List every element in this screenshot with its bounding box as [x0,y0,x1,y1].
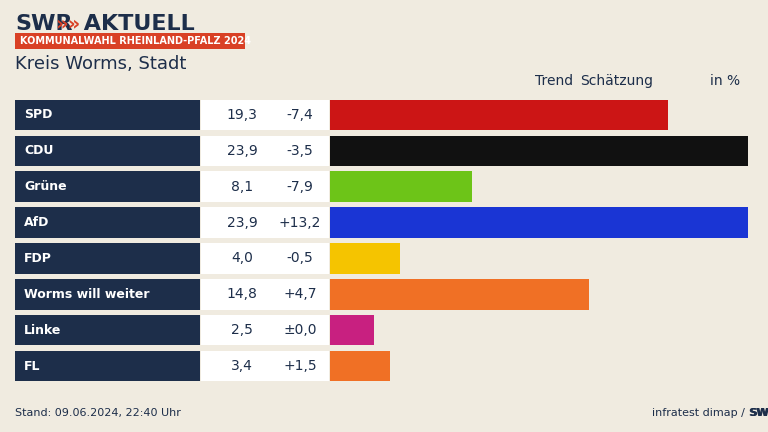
Text: CDU: CDU [24,144,53,157]
Text: 8,1: 8,1 [231,180,253,194]
Bar [15,243,200,274]
Text: Trend: Trend [535,74,573,88]
Bar [201,243,329,274]
Bar [15,207,200,238]
Text: Linke: Linke [24,324,61,337]
Bar [330,207,748,238]
Text: 19,3: 19,3 [227,108,257,122]
Bar [330,136,748,166]
Bar [330,100,667,130]
Bar [15,315,200,346]
Text: +13,2: +13,2 [279,216,321,229]
Text: Kreis Worms, Stadt: Kreis Worms, Stadt [15,55,187,73]
Text: -7,4: -7,4 [286,108,313,122]
Text: FL: FL [24,359,41,372]
Text: 23,9: 23,9 [227,144,257,158]
Text: KOMMUNALWAHL RHEINLAND-PFALZ 2024: KOMMUNALWAHL RHEINLAND-PFALZ 2024 [20,36,251,46]
Text: FDP: FDP [24,252,52,265]
Bar [15,100,200,130]
Bar [330,315,374,346]
Text: 23,9: 23,9 [227,216,257,229]
Text: 14,8: 14,8 [227,287,257,301]
Bar [201,172,329,202]
Bar [201,207,329,238]
Bar [330,351,389,381]
Text: Grüne: Grüne [24,180,67,193]
Text: AfD: AfD [24,216,49,229]
Text: Stand: 09.06.2024, 22:40 Uhr: Stand: 09.06.2024, 22:40 Uhr [15,408,181,418]
Bar [201,315,329,346]
Bar [15,172,200,202]
Text: Worms will weiter: Worms will weiter [24,288,150,301]
Bar [15,33,245,49]
Text: +1,5: +1,5 [283,359,317,373]
Text: SWR»»: SWR»» [748,408,768,418]
Text: Schätzung: Schätzung [580,74,653,88]
Bar [201,136,329,166]
Bar [15,136,200,166]
Bar [201,279,329,310]
Text: -0,5: -0,5 [286,251,313,265]
Bar [330,172,472,202]
Bar [15,279,200,310]
Text: -7,9: -7,9 [286,180,313,194]
Text: 4,0: 4,0 [231,251,253,265]
Bar [201,100,329,130]
Text: -3,5: -3,5 [286,144,313,158]
Text: in %: in % [710,74,740,88]
Bar [201,351,329,381]
Text: ±0,0: ±0,0 [283,323,316,337]
Bar [330,279,589,310]
Text: +4,7: +4,7 [283,287,316,301]
Text: 3,4: 3,4 [231,359,253,373]
Bar [330,243,400,274]
Text: SPD: SPD [24,108,52,121]
Text: infratest dimap /: infratest dimap / [651,408,748,418]
Text: SWR: SWR [749,408,768,418]
Text: AKTUELL: AKTUELL [76,14,195,34]
Text: »»: »» [55,14,80,33]
Text: 2,5: 2,5 [231,323,253,337]
Text: SWR: SWR [15,14,72,34]
Bar [15,351,200,381]
